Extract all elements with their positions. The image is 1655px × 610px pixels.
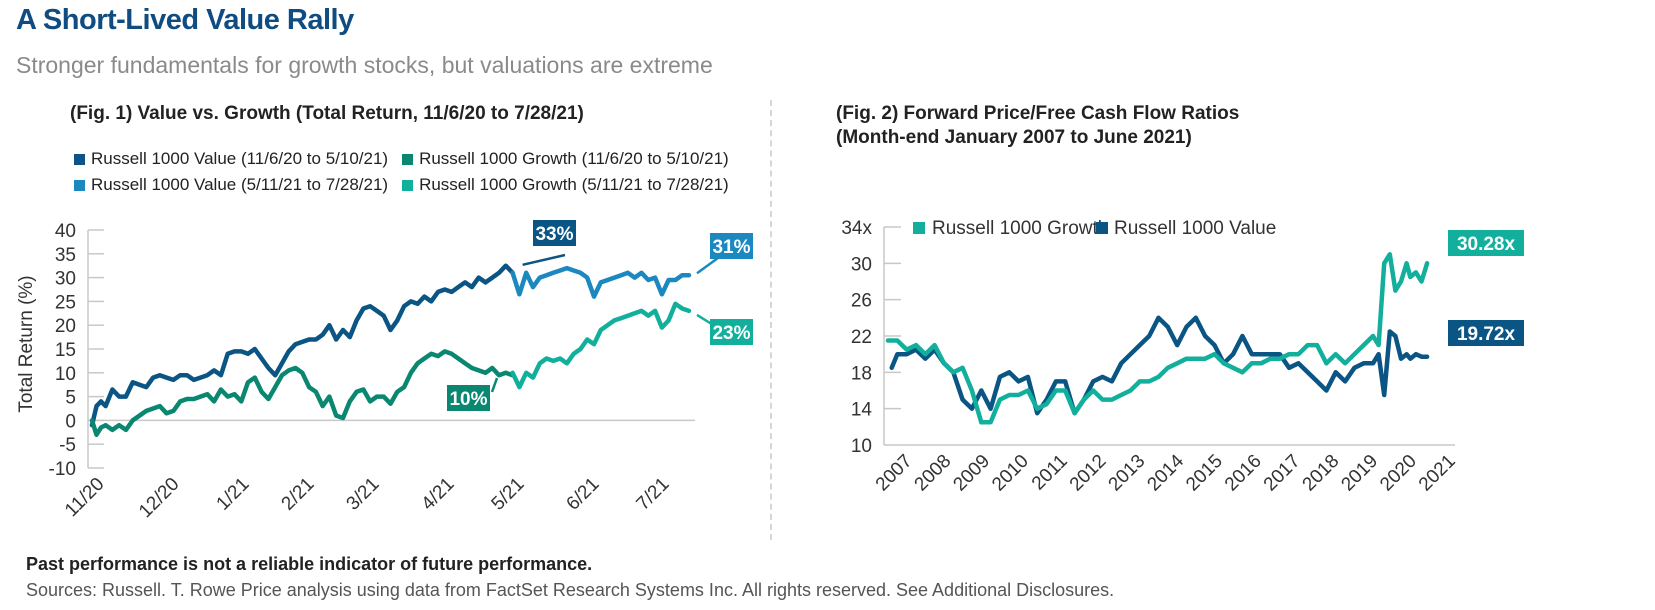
y-tick-label: 34x (841, 218, 872, 239)
fig2-title: (Fig. 2) Forward Price/Free Cash Flow Ra… (836, 102, 1239, 150)
x-tick-label: 1/21 (213, 474, 254, 515)
y-tick-label: 40 (55, 221, 76, 242)
disclaimer: Past performance is not a reliable indic… (26, 554, 593, 574)
annotation-23: 23% (712, 323, 750, 344)
annotation-31: 31% (712, 237, 750, 258)
x-tick-label: 2007 (872, 451, 917, 496)
series-line-0 (89, 263, 515, 428)
legend-label: Russell 1000 Value (1114, 218, 1276, 239)
annotation-growth: 30.28x (1457, 234, 1516, 255)
annotation-value: 19.72x (1457, 324, 1516, 345)
y-tick-label: 18 (851, 363, 872, 384)
y-tick-label: 35 (55, 245, 76, 266)
legend-swatch (402, 153, 414, 165)
x-tick-label: 2/21 (278, 474, 319, 515)
annotation-10-bg (447, 385, 490, 411)
fig2-title-line1: (Fig. 2) Forward Price/Free Cash Flow Ra… (836, 103, 1240, 124)
legend-label: Russell 1000 Value (5/11/21 to 7/28/21) (91, 175, 389, 194)
legend-swatch (74, 153, 85, 165)
x-tick-label: 2015 (1182, 451, 1227, 496)
legend-swatch (74, 179, 85, 191)
y-tick-label: 5 (65, 388, 76, 409)
x-tick-label: 2009 (949, 451, 994, 496)
x-tick-label: 2008 (911, 451, 956, 496)
fig1-legend: Russell 1000 Value (11/6/20 to 5/10/21) … (74, 146, 729, 198)
x-tick-label: 3/21 (343, 474, 384, 515)
annotation-leader (522, 253, 566, 267)
page-title: A Short-Lived Value Rally (16, 4, 354, 36)
sources-note: Sources: Russell. T. Rowe Price analysis… (26, 580, 1115, 600)
legend-swatch (1096, 222, 1108, 234)
legend-item: Russell 1000 Growth (5/11/21 to 7/28/21) (402, 172, 729, 198)
y-tick-label: 30 (55, 269, 76, 290)
annotation-33-bg (533, 220, 576, 246)
x-tick-label: 6/21 (563, 474, 604, 515)
y-tick-label: 14 (851, 400, 873, 421)
series-line-1 (510, 265, 692, 299)
x-tick-label: 2021 (1415, 451, 1460, 496)
y-tick-label: -5 (59, 435, 76, 456)
legend-swatch (913, 222, 925, 234)
legend-item: Russell 1000 Value (5/11/21 to 7/28/21) (74, 172, 388, 198)
x-tick-label: 2019 (1337, 451, 1382, 496)
y-tick-label: -10 (49, 459, 76, 480)
x-tick-label: 2010 (988, 451, 1033, 496)
y-tick-label: 15 (55, 340, 76, 361)
series-line-1 (889, 315, 1430, 416)
y-tick-label: 25 (55, 292, 76, 313)
x-tick-label: 11/20 (61, 474, 108, 521)
y-tick-label: 10 (851, 436, 872, 457)
annotation-leader (696, 256, 719, 275)
fig1-title: (Fig. 1) Value vs. Growth (Total Return,… (70, 103, 584, 124)
x-tick-label: 2016 (1221, 451, 1266, 496)
annotation-31-bg (710, 233, 753, 259)
chart-divider (770, 100, 772, 540)
legend-swatch (402, 179, 414, 191)
annotation-leader (490, 377, 499, 393)
y-tick-label: 0 (65, 411, 76, 432)
annotation-10: 10% (449, 389, 487, 410)
series-line-2 (89, 349, 515, 437)
legend-label: Russell 1000 Growth (11/6/20 to 5/10/21) (419, 149, 729, 168)
annotation-value-bg (1448, 320, 1524, 346)
y-tick-label: 30 (851, 254, 872, 275)
x-tick-label: 2017 (1260, 451, 1305, 496)
fig2-chart: 34x3026221814102007200820092010201120122… (841, 218, 1524, 495)
y-tick-label: 20 (55, 316, 76, 337)
legend-label: Russell 1000 Growth (932, 218, 1108, 239)
x-tick-label: 2020 (1376, 451, 1421, 496)
legend-item: Russell 1000 Growth (11/6/20 to 5/10/21) (402, 146, 729, 172)
x-tick-label: 5/21 (488, 474, 529, 515)
x-tick-label: 2011 (1028, 451, 1072, 495)
fig2-title-line2: (Month-end January 2007 to June 2021) (836, 127, 1192, 148)
x-tick-label: 2012 (1066, 451, 1111, 496)
x-tick-label: 2018 (1299, 451, 1344, 496)
legend-item: Russell 1000 Value (11/6/20 to 5/10/21) (74, 146, 388, 172)
y-axis-label: Total Return (%) (16, 275, 37, 412)
y-tick-label: 26 (851, 291, 872, 312)
annotation-33: 33% (535, 224, 573, 245)
y-tick-label: 10 (55, 364, 76, 385)
x-tick-label: 2014 (1143, 450, 1188, 495)
y-tick-label: 22 (851, 327, 872, 348)
series-line-0 (885, 252, 1430, 425)
x-tick-label: 4/21 (418, 474, 459, 515)
annotation-growth-bg (1448, 230, 1524, 256)
x-tick-label: 2013 (1105, 451, 1150, 496)
x-tick-label: 12/20 (135, 474, 183, 522)
page-subtitle: Stronger fundamentals for growth stocks,… (16, 52, 713, 78)
series-line-3 (510, 301, 692, 390)
annotation-23-bg (710, 319, 753, 345)
legend-label: Russell 1000 Growth (5/11/21 to 7/28/21) (419, 175, 729, 194)
legend-label: Russell 1000 Value (11/6/20 to 5/10/21) (91, 149, 389, 168)
x-tick-label: 7/21 (633, 474, 674, 515)
